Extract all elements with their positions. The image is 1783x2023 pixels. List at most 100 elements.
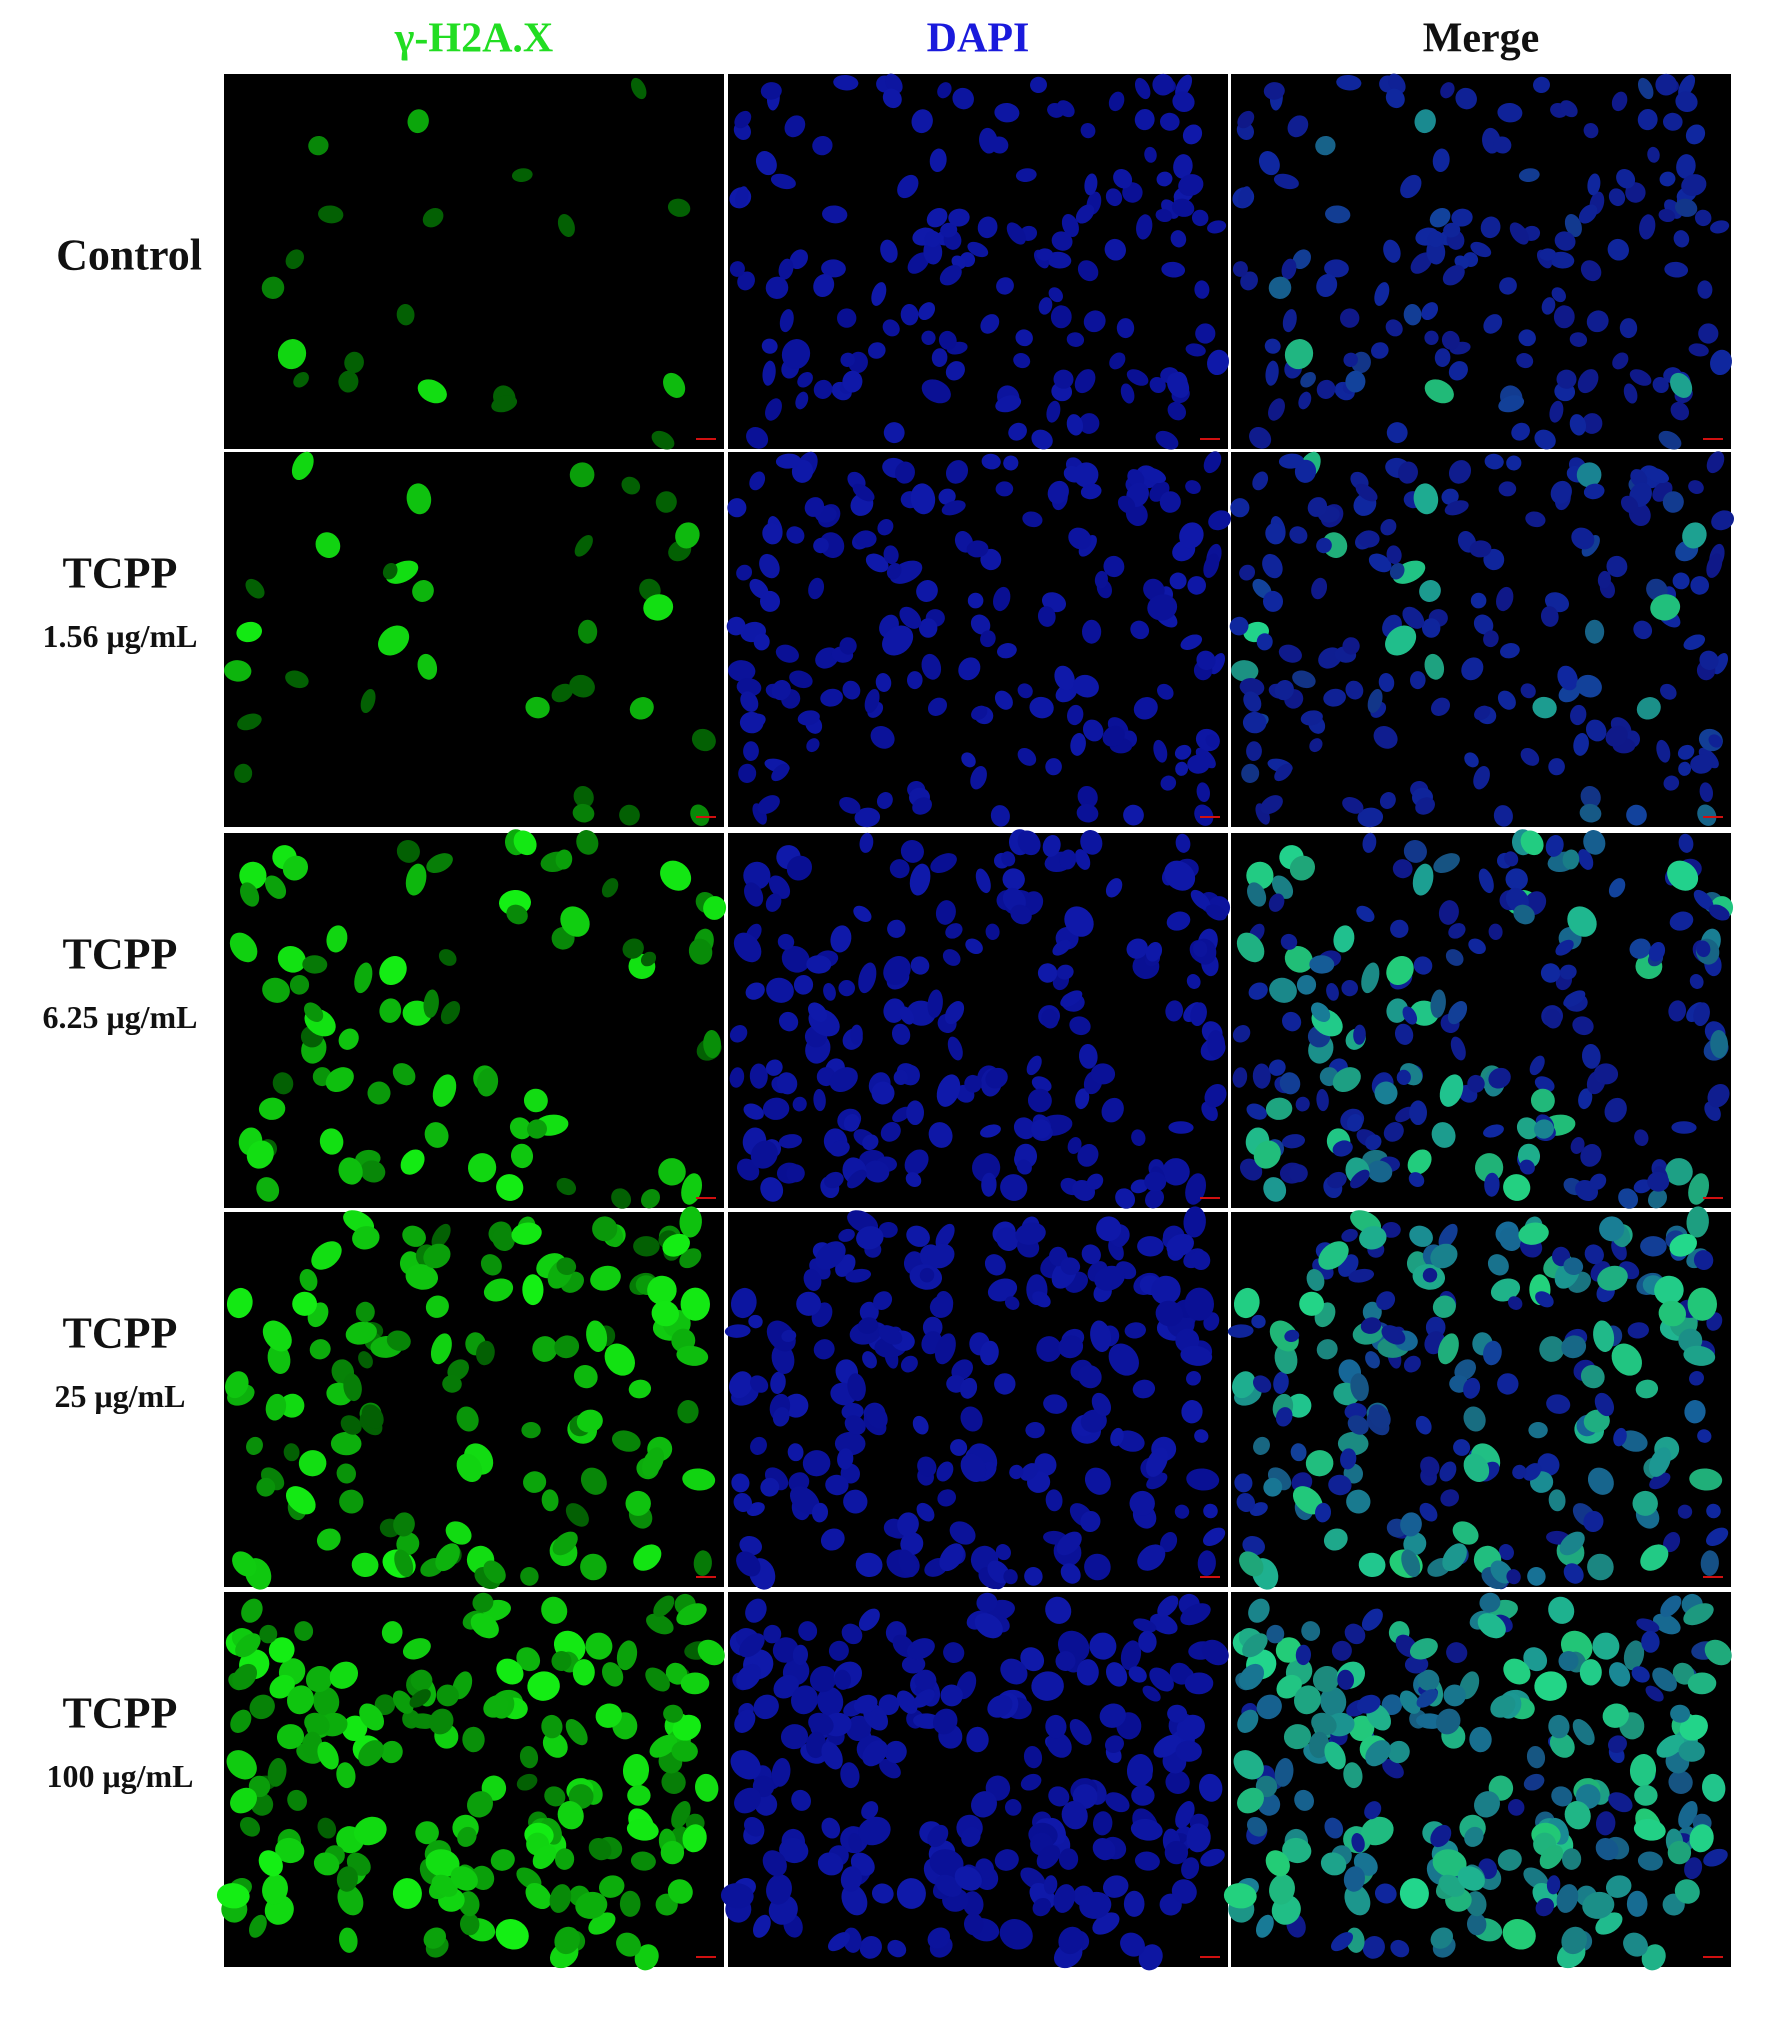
- nucleus: [1546, 1394, 1571, 1414]
- nucleus: [1236, 1492, 1256, 1513]
- nucleus: [916, 1502, 935, 1522]
- nucleus: [1497, 102, 1523, 123]
- nucleus: [878, 1325, 903, 1345]
- nucleus: [1387, 73, 1406, 94]
- nucleus: [509, 1117, 532, 1140]
- nucleus: [960, 1377, 978, 1399]
- nucleus: [1706, 553, 1723, 578]
- nucleus: [1284, 1329, 1300, 1342]
- nucleus: [817, 1852, 844, 1876]
- nucleus: [1549, 400, 1564, 423]
- nucleus: [789, 249, 808, 270]
- nucleus: [775, 453, 801, 469]
- nucleus: [1269, 1320, 1299, 1352]
- nucleus: [813, 537, 829, 554]
- nucleus: [1445, 949, 1464, 966]
- nucleus: [1017, 683, 1033, 699]
- nucleus: [935, 900, 956, 925]
- nucleus: [1654, 1275, 1684, 1305]
- nucleus: [1117, 495, 1136, 514]
- panel-background: [224, 452, 724, 827]
- nucleus: [1010, 904, 1032, 925]
- nucleus: [1156, 171, 1173, 187]
- nucleus: [1504, 851, 1519, 867]
- nucleus: [858, 962, 877, 994]
- nucleus: [1658, 430, 1682, 450]
- nucleus: [1196, 782, 1211, 803]
- nucleus: [1311, 577, 1328, 600]
- nucleus: [790, 1685, 819, 1715]
- nucleus: [1677, 1504, 1693, 1519]
- nucleus: [1558, 1651, 1579, 1671]
- nucleus: [1394, 1023, 1414, 1045]
- nucleus: [966, 1726, 989, 1753]
- nucleus: [1541, 297, 1556, 315]
- nucleus: [1289, 526, 1308, 544]
- nucleus: [1015, 329, 1033, 347]
- nucleus: [1587, 1553, 1614, 1581]
- nucleus: [781, 1329, 797, 1342]
- nucleus: [843, 1489, 868, 1514]
- nucleus: [1473, 766, 1490, 790]
- nucleus: [672, 1714, 701, 1741]
- nucleus: [761, 338, 778, 354]
- nucleus: [1076, 803, 1099, 823]
- nucleus: [1679, 1714, 1708, 1741]
- nucleus: [990, 136, 1009, 154]
- nucleus: [305, 1665, 333, 1693]
- nucleus: [1688, 343, 1709, 357]
- nucleus: [1046, 400, 1061, 423]
- nucleus: [483, 1278, 514, 1302]
- nucleus: [1080, 122, 1096, 139]
- nucleus: [964, 1074, 982, 1093]
- nucleus: [1284, 339, 1314, 370]
- nucleus: [1400, 1512, 1422, 1537]
- nucleus: [895, 461, 915, 484]
- nucleus: [1022, 511, 1043, 528]
- nucleus: [755, 151, 777, 176]
- nucleus: [1660, 683, 1677, 700]
- nucleus: [1299, 1291, 1324, 1316]
- nucleus: [1582, 1891, 1615, 1919]
- nucleus: [302, 955, 328, 974]
- nucleus: [1554, 231, 1576, 251]
- nucleus: [1386, 955, 1414, 986]
- nucleus: [1184, 1287, 1215, 1321]
- nucleus: [1546, 1875, 1561, 1895]
- nucleus: [703, 896, 727, 920]
- micrograph: [728, 829, 1231, 1209]
- nucleus: [1124, 1322, 1146, 1339]
- nucleus: [784, 115, 806, 138]
- nucleus: [1474, 705, 1491, 721]
- nucleus: [736, 1663, 762, 1690]
- nucleus: [1322, 532, 1348, 558]
- nucleus: [619, 804, 640, 826]
- nucleus: [1362, 832, 1377, 853]
- nucleus: [1160, 775, 1177, 791]
- nucleus: [1105, 878, 1123, 898]
- nucleus: [1659, 171, 1676, 187]
- nucleus: [338, 1927, 358, 1953]
- nucleus: [1265, 522, 1286, 545]
- nucleus: [574, 535, 593, 557]
- nucleus: [1438, 900, 1459, 925]
- nucleus: [1083, 310, 1106, 333]
- nucleus: [643, 594, 674, 621]
- nucleus: [1677, 744, 1695, 760]
- nucleus: [880, 239, 898, 263]
- micrograph: [1227, 1206, 1731, 1590]
- nucleus: [1268, 276, 1292, 299]
- nucleus: [633, 1544, 662, 1571]
- nucleus: [766, 1874, 792, 1905]
- nucleus: [1160, 112, 1180, 131]
- nucleus: [771, 1343, 795, 1374]
- nucleus: [887, 919, 906, 938]
- nucleus: [431, 1223, 451, 1249]
- nucleus: [1101, 1097, 1124, 1123]
- nucleus: [1074, 849, 1091, 870]
- nucleus: [825, 1474, 849, 1496]
- nucleus: [1013, 1117, 1036, 1140]
- nucleus: [1634, 1129, 1649, 1147]
- nucleus: [1182, 124, 1203, 145]
- nucleus: [483, 1694, 509, 1718]
